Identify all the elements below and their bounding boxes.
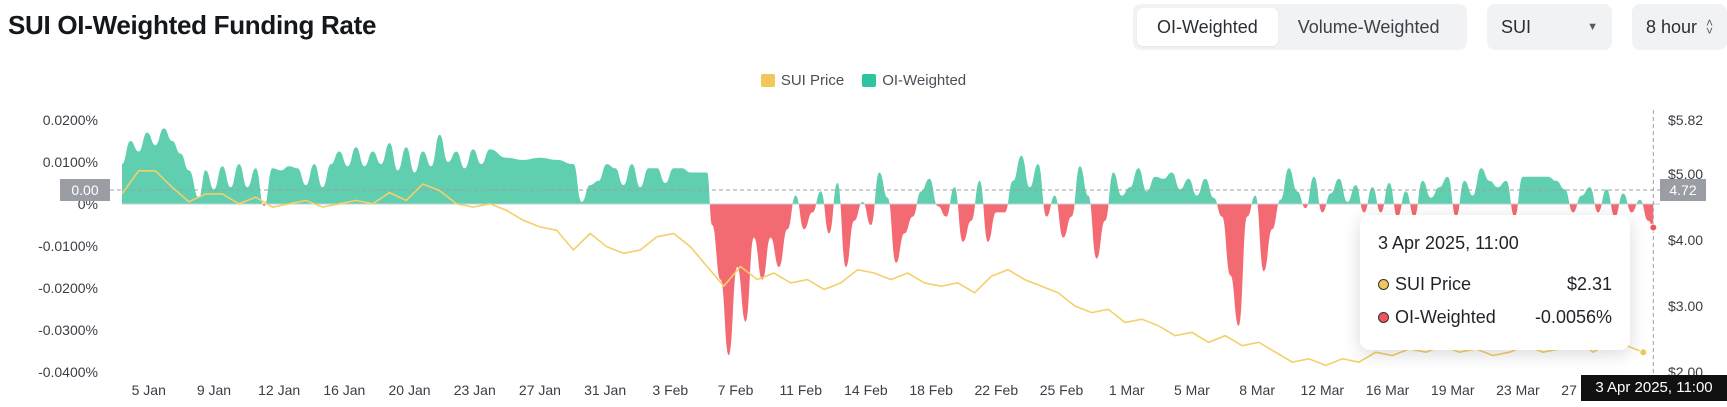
legend-item-price[interactable]: SUI Price [760, 72, 845, 89]
tooltip-value-price: $2.31 [1566, 274, 1612, 294]
y-axis-left: 0.0200%0.0100%0%-0.0100%-0.0200%-0.0300%… [38, 112, 98, 380]
x-tick-label: 23 Jan [454, 382, 496, 398]
y-tick-left: -0.0300% [38, 322, 98, 338]
y-tick-left: -0.0200% [38, 280, 98, 296]
legend-label-oi: OI-Weighted [882, 72, 967, 89]
interval-select[interactable]: 8 hour ˄ ˅ [1632, 4, 1727, 50]
legend-swatch-price [760, 74, 775, 87]
x-tick-label: 31 Jan [584, 382, 626, 398]
tooltip-row-price: SUI Price $2.31 [1378, 274, 1612, 295]
x-tick-label: 11 Feb [779, 382, 822, 398]
price-line [121, 170, 1644, 367]
x-tick-label: 23 Mar [1496, 382, 1540, 398]
legend-label-price: SUI Price [780, 72, 845, 89]
tooltip-date: 3 Apr 2025, 11:00 [1378, 233, 1519, 253]
caret-down-icon: ▼ [1587, 21, 1598, 33]
tooltip-label-price: SUI Price [1395, 274, 1472, 294]
x-tick-label: 18 Feb [909, 382, 953, 398]
crosshair-x-label: 3 Apr 2025, 11:00 [1581, 375, 1727, 401]
x-tick-label: 27 Jan [519, 382, 561, 398]
oi-marker [1649, 223, 1658, 232]
x-tick-label: 19 Mar [1431, 382, 1475, 398]
y-tick-right: $5.82 [1668, 112, 1703, 128]
y-tick-right: $5.00 [1668, 166, 1703, 182]
x-tick-label: 5 Jan [132, 382, 166, 398]
x-tick-label: 25 Feb [1040, 382, 1084, 398]
x-tick-label: 12 Jan [258, 382, 300, 398]
coin-select-value: SUI [1501, 16, 1532, 37]
y-axis-right: $5.82$5.00$4.00$3.00$2.00 [1668, 112, 1703, 380]
tooltip-dot-price [1378, 279, 1389, 290]
tooltip-row-oi: OI-Weighted -0.0056% [1378, 307, 1612, 328]
x-tick-label: 20 Jan [389, 382, 431, 398]
y-tick-left: -0.0100% [38, 238, 98, 254]
x-tick-label: 14 Feb [844, 382, 888, 398]
y-tick-left: -0.0400% [38, 364, 98, 380]
chart-legend: SUI Price OI-Weighted [0, 72, 1727, 89]
plot-area [110, 110, 1660, 375]
x-tick-label: 3 Feb [652, 382, 688, 398]
x-tick-label: 5 Mar [1174, 382, 1210, 398]
x-tick-label: 12 Mar [1301, 382, 1345, 398]
legend-swatch-oi [862, 74, 877, 87]
volume-weighted-tab[interactable]: Volume-Weighted [1297, 17, 1440, 37]
x-tick-label: 16 Jan [323, 382, 365, 398]
price-marker [1639, 348, 1648, 357]
x-tick-label: 7 Feb [718, 382, 754, 398]
tooltip-value-oi: -0.0056% [1534, 307, 1612, 327]
x-tick-label: 8 Mar [1239, 382, 1275, 398]
tooltip-label-oi: OI-Weighted [1395, 307, 1496, 327]
chart-tooltip: 3 Apr 2025, 11:00 SUI Price $2.31 OI-Wei… [1360, 215, 1630, 350]
interval-select-value: 8 hour [1646, 16, 1698, 37]
page-title: SUI OI-Weighted Funding Rate [8, 10, 377, 40]
x-axis: 5 Jan 9 Jan 12 Jan 16 Jan 20 Jan 23 Jan 27 Jan… [132, 382, 1657, 398]
x-tick-label: 9 Jan [197, 382, 231, 398]
legend-item-oi[interactable]: OI-Weighted [862, 72, 966, 89]
x-tick-label: 22 Feb [975, 382, 1019, 398]
coin-select[interactable]: SUI ▼ [1487, 4, 1612, 50]
tooltip-dot-oi [1378, 312, 1389, 323]
x-tick-label: 16 Mar [1366, 382, 1410, 398]
oi-positive-area [122, 128, 1654, 204]
y-tick-left: 0.0100% [43, 154, 98, 170]
oi-weighted-tab[interactable]: OI-Weighted [1137, 8, 1278, 46]
crosshair-left-value: 0.00 [60, 179, 110, 201]
chevron-updown-icon: ˄ ˅ [1705, 16, 1713, 38]
crosshair-right-value: 4.72 [1660, 179, 1706, 201]
x-tick-label: 1 Mar [1109, 382, 1145, 398]
y-tick-left: 0.0200% [43, 112, 98, 128]
y-tick-right: $4.00 [1668, 232, 1703, 248]
weighting-toggle: OI-Weighted Volume-Weighted [1133, 4, 1467, 50]
y-tick-right: $3.00 [1668, 298, 1703, 314]
